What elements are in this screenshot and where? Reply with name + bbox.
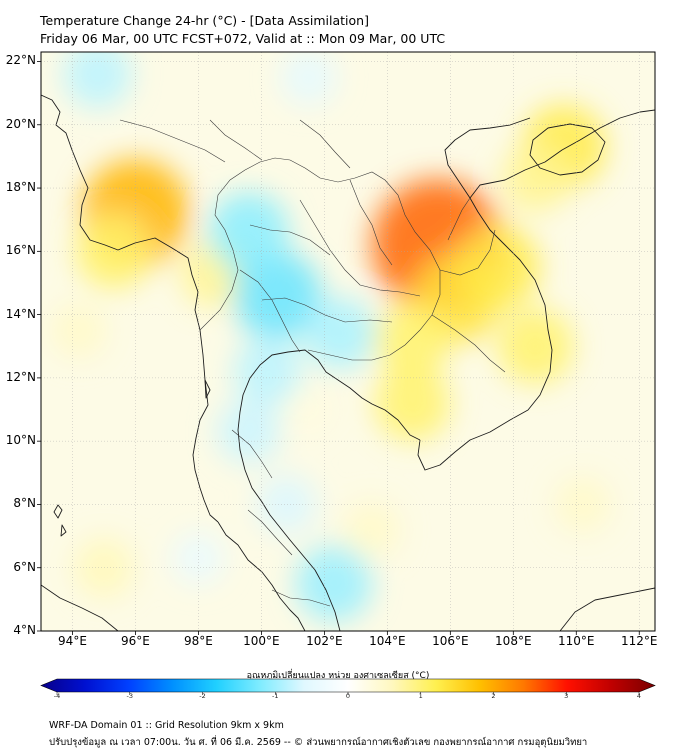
temperature-field [50, 52, 611, 622]
field-blob-4 [455, 225, 540, 310]
field-blob-23 [295, 545, 372, 622]
lon-label: 96°E [121, 634, 150, 648]
lat-label: 10°N [5, 433, 36, 448]
field-blob-25 [172, 532, 225, 585]
field-blob-19 [208, 192, 289, 273]
coastlines [41, 94, 655, 631]
lat-label: 4°N [13, 623, 36, 637]
field-blob-8 [501, 144, 570, 213]
lon-label: 110°E [558, 634, 595, 648]
field-blob-12 [73, 537, 134, 598]
lat-label: 6°N [13, 559, 36, 574]
lon-label: 94°E [58, 634, 87, 648]
colorbar-tick-label: 4 [636, 692, 642, 700]
lon-label: 112°E [621, 634, 658, 648]
colorbar-tick-label: 3 [564, 692, 569, 700]
lon-label: 106°E [432, 634, 469, 648]
lon-label: 104°E [369, 634, 406, 648]
province-borders [119, 119, 506, 607]
lat-label: 16°N [5, 243, 36, 258]
field-blob-18 [233, 337, 302, 406]
colorbar-tick-label: 2 [491, 692, 496, 700]
field-blob-20 [304, 297, 377, 370]
lat-label: 14°N [5, 306, 36, 321]
colorbar-tick-label: -2 [199, 692, 206, 700]
chart-title: Temperature Change 24-hr (°C) - [Data As… [40, 13, 369, 28]
field-blob-5 [374, 301, 451, 378]
map-frame [40, 51, 656, 632]
colorbar-tick-label: 1 [418, 692, 423, 700]
footer-update-credit: ปรับปรุงข้อมูล ณ เวลา 07:00น. วัน ศ. ที่… [49, 737, 588, 748]
field-blob-17 [233, 251, 322, 340]
lat-label: 22°N [5, 53, 36, 68]
lon-label: 108°E [495, 634, 532, 648]
field-blob-11 [50, 302, 107, 359]
field-blob-15 [284, 385, 333, 434]
field-blob-22 [256, 474, 317, 535]
colorbar-tick-label: -1 [272, 692, 279, 700]
footer-domain-info: WRF-DA Domain 01 :: Grid Resolution 9km … [49, 720, 284, 731]
lon-label: 98°E [183, 634, 213, 648]
lat-label: 8°N [13, 496, 36, 511]
field-blob-14 [343, 501, 400, 558]
colorbar-tick-label: 0 [345, 692, 351, 700]
field-blob-9 [497, 308, 574, 385]
lat-label: 18°N [5, 180, 36, 195]
field-blob-24 [280, 52, 337, 106]
lat-label: 12°N [5, 369, 36, 384]
colorbar-tick-label: -3 [126, 692, 133, 700]
field-blob-16 [63, 52, 132, 109]
temperature-change-map [37, 51, 656, 635]
chart-subtitle: Friday 06 Mar, 00 UTC FCST+072, Valid at… [40, 31, 446, 46]
lat-label: 20°N [5, 116, 36, 131]
colorbar-title: อุณหภูมิเปลี่ยนแปลง หน่วย องศาเซลเซียส (… [246, 671, 430, 681]
lon-label: 102°E [306, 634, 343, 648]
field-blob-13 [554, 476, 611, 533]
graticule [41, 52, 655, 631]
lon-label: 100°E [243, 634, 280, 648]
field-blob-21 [216, 399, 281, 464]
colorbar-tick-label: -4 [53, 692, 61, 700]
field-blob-6 [374, 365, 451, 442]
